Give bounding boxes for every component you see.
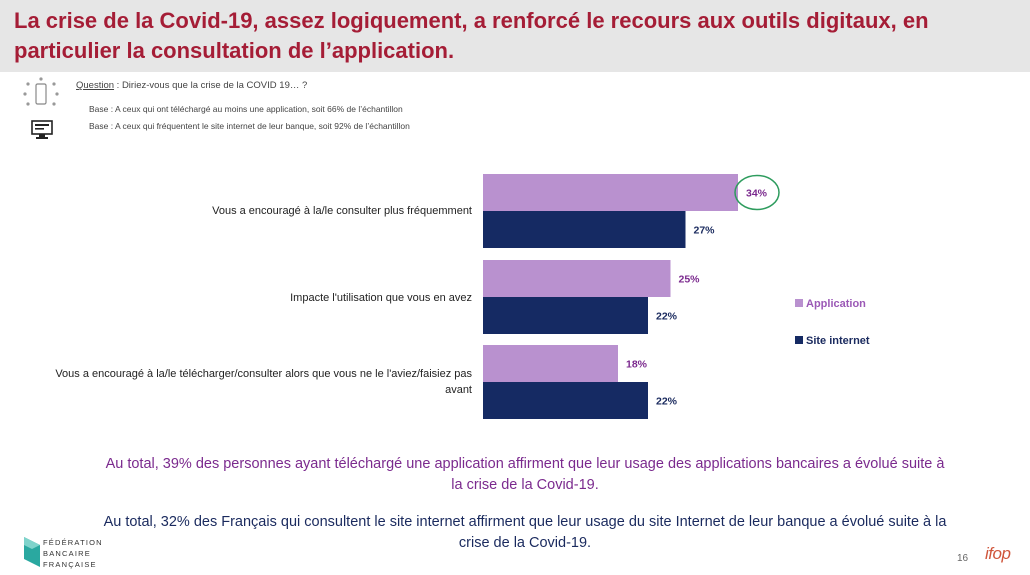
data-label: 22% [656,311,678,323]
bar-site-internet [483,297,648,334]
desktop-monitor-icon [31,120,53,139]
bar-application [483,174,738,211]
data-label: 18% [626,359,648,371]
data-label: 34% [746,188,768,200]
data-label: 22% [656,396,678,408]
base-note-site: Base : A ceux qui fréquentent le site in… [89,121,410,131]
highlight-circle [734,174,780,211]
logo-line: FÉDÉRATION [43,538,103,547]
logo-line: FRANÇAISE [43,560,97,569]
category-label: Vous a encouragé à la/le consulter plus … [212,205,472,217]
summary-application: Au total, 39% des personnes ayant téléch… [105,456,945,493]
legend-item-application: Application [795,298,866,310]
base-note-app: Base : A ceux qui ont téléchargé au moin… [89,104,403,114]
legend-item-site-internet: Site internet [795,335,870,347]
page-title: La crise de la Covid-19, assez logiqueme… [14,8,929,63]
fbf-logo-icon [24,537,40,567]
data-label: 25% [679,274,701,286]
question-label: Question [76,80,115,91]
logo-line: BANCAIRE [43,549,91,558]
bar-site-internet [483,382,648,419]
page-number: 16 [957,553,969,564]
question-text: : Diriez-vous que la crise de la COVID 1… [114,80,308,91]
legend-swatch [795,299,803,307]
category-label: Impacte l'utilisation que vous en avez [290,292,472,304]
legend-swatch [795,336,803,344]
bar-application [483,260,671,297]
data-label: 27% [694,225,716,237]
category-label: Vous a encouragé à la/le télécharger/con… [55,368,472,396]
mobile-app-icon [23,77,59,106]
legend-label: Site internet [806,335,870,347]
bar-application [483,345,618,382]
bar-site-internet [483,211,686,248]
legend-label: Application [806,298,866,310]
fbf-logo-text: FÉDÉRATION BANCAIRE FRANÇAISE [43,537,103,570]
title-banner [0,0,1030,72]
summary-site-internet: Au total, 32% des Français qui consulten… [103,514,947,551]
ifop-logo: ifop [985,544,1011,563]
question-line: Question : Diriez-vous que la crise de l… [76,80,307,91]
